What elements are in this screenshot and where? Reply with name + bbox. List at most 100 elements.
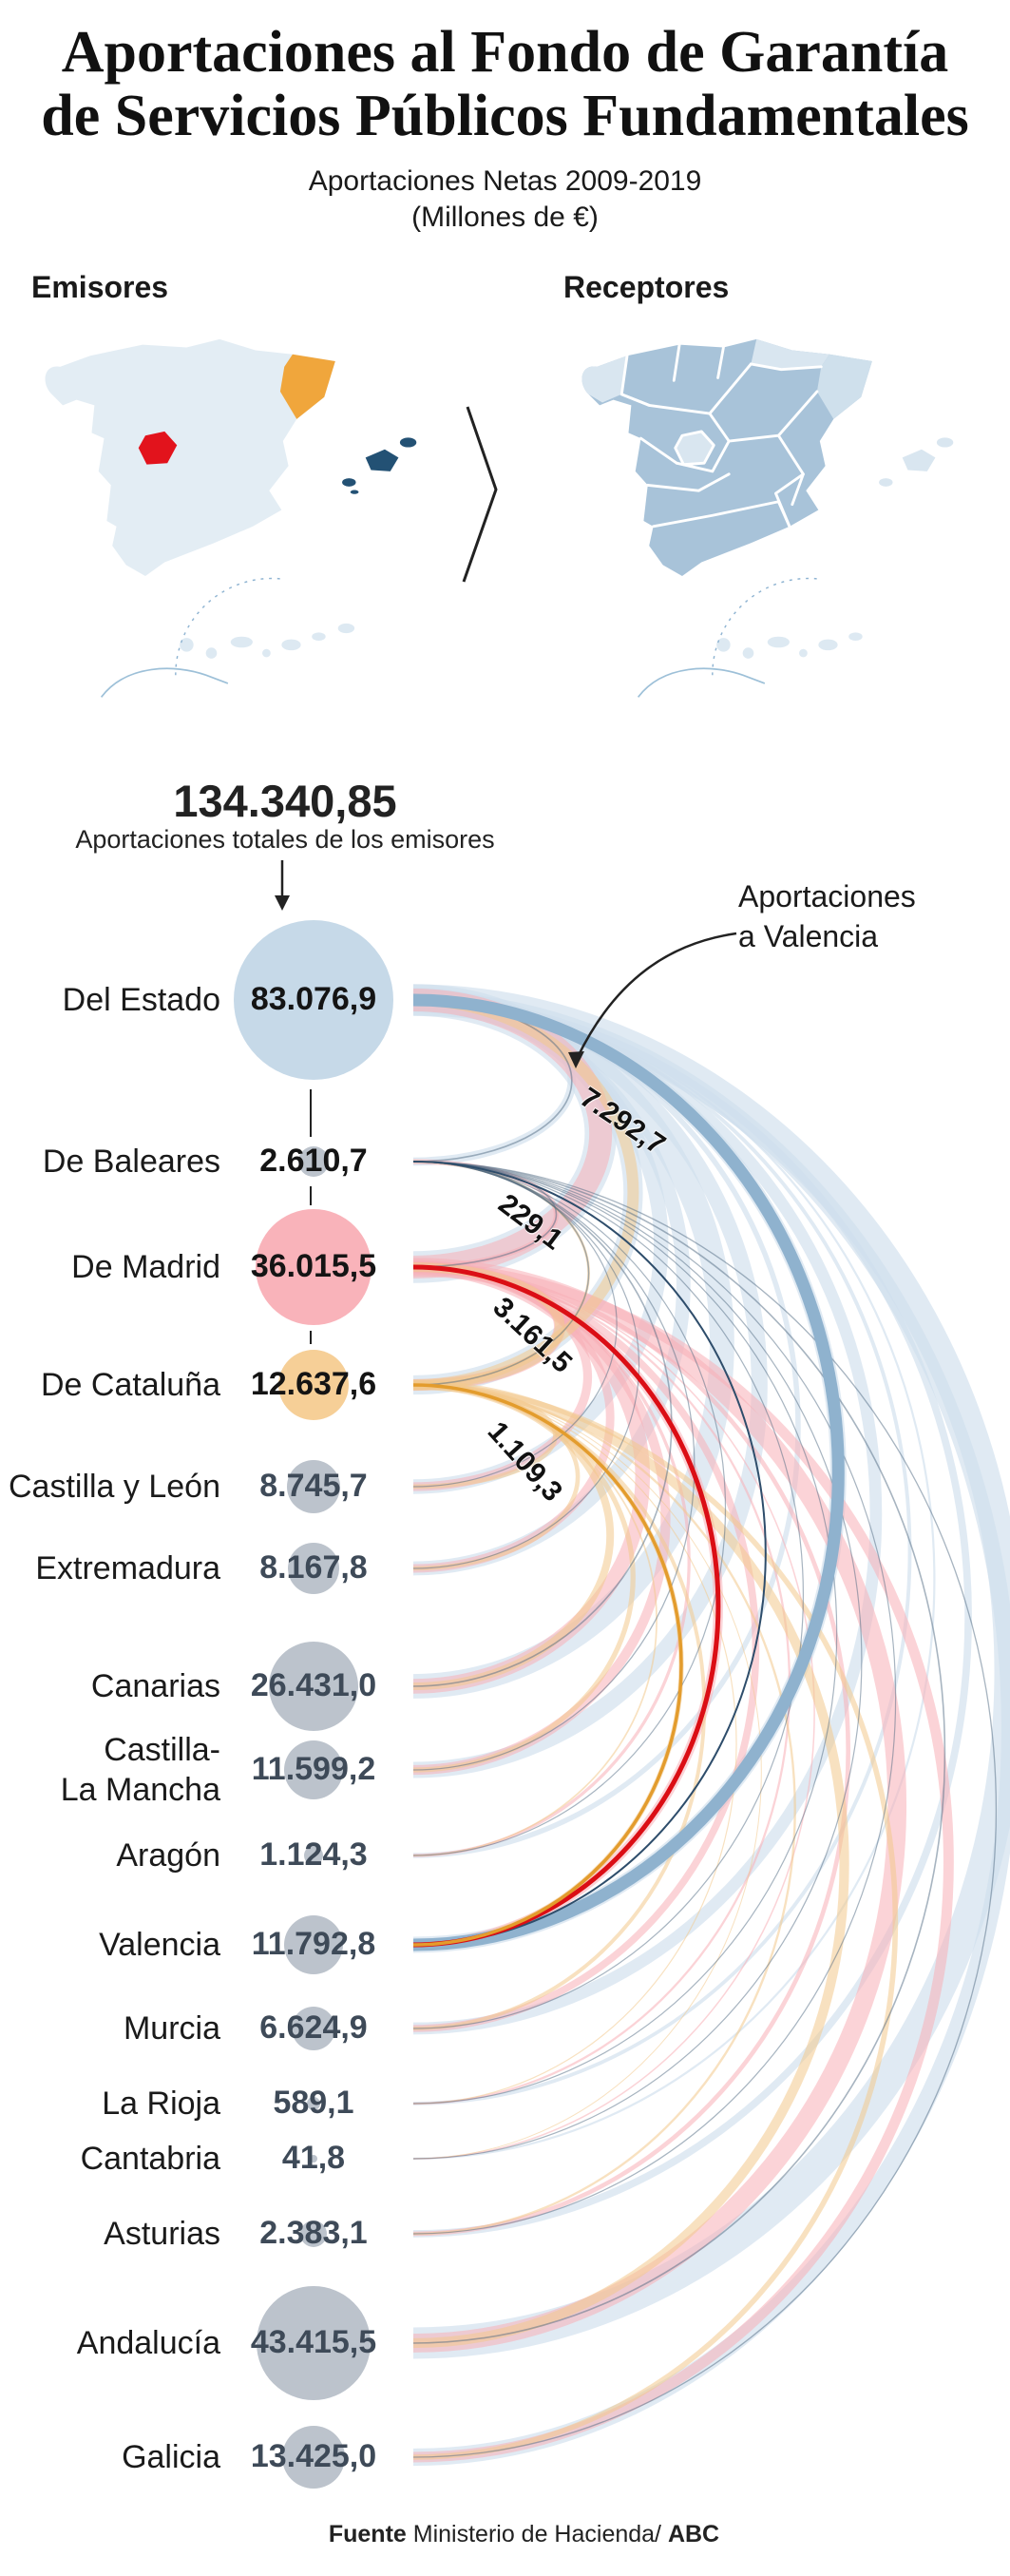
region-label-murcia: Murcia [123, 2010, 220, 2047]
region-circle-murcia [292, 2007, 335, 2050]
region-circle-larioja [307, 2097, 320, 2110]
total-contributions-label: Aportaciones totales de los emisores [75, 825, 495, 854]
highlight-arc-estado-valencia [412, 993, 845, 1951]
region-circle-galicia [282, 2426, 345, 2489]
region-label-clm: Castilla- La Mancha [60, 1732, 220, 1808]
receivers-header: Receptores [563, 270, 730, 304]
highlight-arc-baleares-valencia [412, 1161, 767, 1946]
baleares-region [342, 437, 417, 494]
region-label-baleares: De Baleares [42, 1144, 220, 1180]
region-label-aragon: Aragón [116, 1837, 220, 1874]
region-circle-valencia [284, 1915, 343, 1974]
flow-arc-cataluna-asturias [412, 1383, 797, 2236]
region-circle-cataluna [278, 1350, 349, 1420]
region-value-larioja: 589,1 [273, 2085, 354, 2121]
source-label: Fuente [328, 2521, 407, 2547]
total-down-arrow [275, 860, 290, 911]
valencia-annotation: Aportaciones a Valencia [738, 876, 985, 956]
flow-arc-baleares-clm [412, 1161, 696, 1771]
annotation-line1: Aportaciones [738, 879, 916, 913]
flow-arc-baleares-murcia [412, 1161, 804, 2029]
region-label-cataluna: De Cataluña [40, 1367, 220, 1403]
region-value-madrid: 36.015,5 [250, 1248, 377, 1284]
spain-silhouette [45, 338, 335, 576]
canary-islands [180, 623, 355, 659]
source-footer: Fuente Ministerio de Hacienda/ ABC [0, 2521, 1010, 2548]
region-label-asturias: Asturias [104, 2216, 220, 2252]
brand-label: ABC [667, 2521, 720, 2547]
flow-arc-baleares-aragon [412, 1161, 727, 1856]
region-label-cantabria: Cantabria [80, 2141, 220, 2177]
maps-flow-chevron [462, 406, 498, 583]
receivers-map [581, 338, 954, 698]
region-circle-canarias [269, 1642, 358, 1731]
subtitle-line2: (Millones de €) [411, 202, 599, 233]
region-circle-clm [284, 1740, 343, 1799]
title-line2: de Servicios Públicos Fundamentales [41, 84, 969, 148]
region-value-extremadura: 8.167,8 [259, 1549, 368, 1586]
flow-arc-baleares-asturias [412, 1161, 897, 2235]
region-value-murcia: 6.624,9 [259, 2009, 368, 2046]
region-label-extremadura: Extremadura [35, 1550, 220, 1586]
region-label-cyl: Castilla y León [8, 1469, 220, 1505]
region-value-cyl: 8.745,7 [259, 1468, 368, 1504]
flow-arc-baleares-cantabria [412, 1161, 863, 2160]
madrid-region [138, 431, 178, 465]
region-value-andalucia: 43.415,5 [250, 2324, 377, 2360]
region-value-canarias: 26.431,0 [250, 1667, 377, 1703]
annotation-leader-arrow [568, 932, 737, 1068]
flow-arc-baleares-andalucia [412, 1161, 946, 2344]
region-label-andalucia: Andalucía [76, 2325, 220, 2361]
region-circle-aragon [304, 1846, 323, 1865]
highlight-arc-cataluna-valencia [412, 1383, 683, 1947]
flow-arc-estado-clm [412, 991, 769, 1778]
region-label-madrid: De Madrid [71, 1249, 220, 1285]
page-title: Aportaciones al Fondo de Garantía de Ser… [0, 21, 1010, 148]
flow-arc-madrid-galicia [412, 1261, 954, 2463]
highlight-arc-madrid-valencia [412, 1264, 721, 1948]
emitters-map [45, 338, 417, 698]
region-borders [619, 343, 823, 529]
region-label-canarias: Canarias [90, 1668, 220, 1704]
region-value-estado: 83.076,9 [250, 981, 377, 1017]
flow-arc-cataluna-larioja [412, 1384, 737, 2105]
flow-arc-cataluna-galicia [412, 1382, 899, 2460]
region-value-aragon: 1.124,3 [259, 1836, 368, 1873]
cataluna-region [279, 354, 335, 419]
region-value-cataluna: 12.637,6 [250, 1366, 377, 1402]
annotation-line2: a Valencia [738, 919, 879, 953]
region-label-estado: Del Estado [62, 982, 220, 1018]
region-value-cantabria: 41,8 [281, 2140, 346, 2176]
flow-arc-cataluna-andalucia [412, 1379, 849, 2349]
title-line1: Aportaciones al Fondo de Garantía [61, 20, 949, 85]
region-circle-asturias [300, 2220, 327, 2247]
region-value-galicia: 13.425,0 [250, 2438, 377, 2474]
region-circle-extremadura [288, 1543, 339, 1594]
region-circle-andalucia [257, 2286, 371, 2400]
region-label-galicia: Galicia [122, 2439, 220, 2475]
region-label-valencia: Valencia [99, 1927, 220, 1963]
region-circle-cyl [287, 1460, 340, 1513]
source-text: Ministerio de Hacienda/ [406, 2521, 668, 2547]
region-value-valencia: 11.792,8 [251, 1926, 376, 1962]
region-value-clm: 11.599,2 [251, 1751, 376, 1787]
africa-coastline [100, 667, 229, 698]
light-receiver-regions [581, 338, 872, 465]
baleares-light [879, 437, 954, 487]
emitters-header: Emisores [31, 270, 169, 304]
region-circle-cantabria [310, 2155, 317, 2163]
page-subtitle: Aportaciones Netas 2009-2019 (Millones d… [0, 163, 1010, 236]
region-circle-estado [234, 920, 393, 1080]
flow-arc-baleares-galicia [412, 1161, 997, 2458]
region-circle-baleares [298, 1146, 329, 1177]
canary-islands [716, 632, 863, 659]
africa-coastline [637, 667, 766, 698]
flow-arc-madrid-andalucia [412, 1258, 907, 2353]
spain-silhouette [581, 338, 872, 576]
region-value-baleares: 2.610,7 [259, 1143, 368, 1179]
region-circle-madrid [256, 1209, 372, 1325]
flow-arc-baleares-larioja [412, 1161, 838, 2105]
region-value-asturias: 2.383,1 [259, 2215, 368, 2251]
